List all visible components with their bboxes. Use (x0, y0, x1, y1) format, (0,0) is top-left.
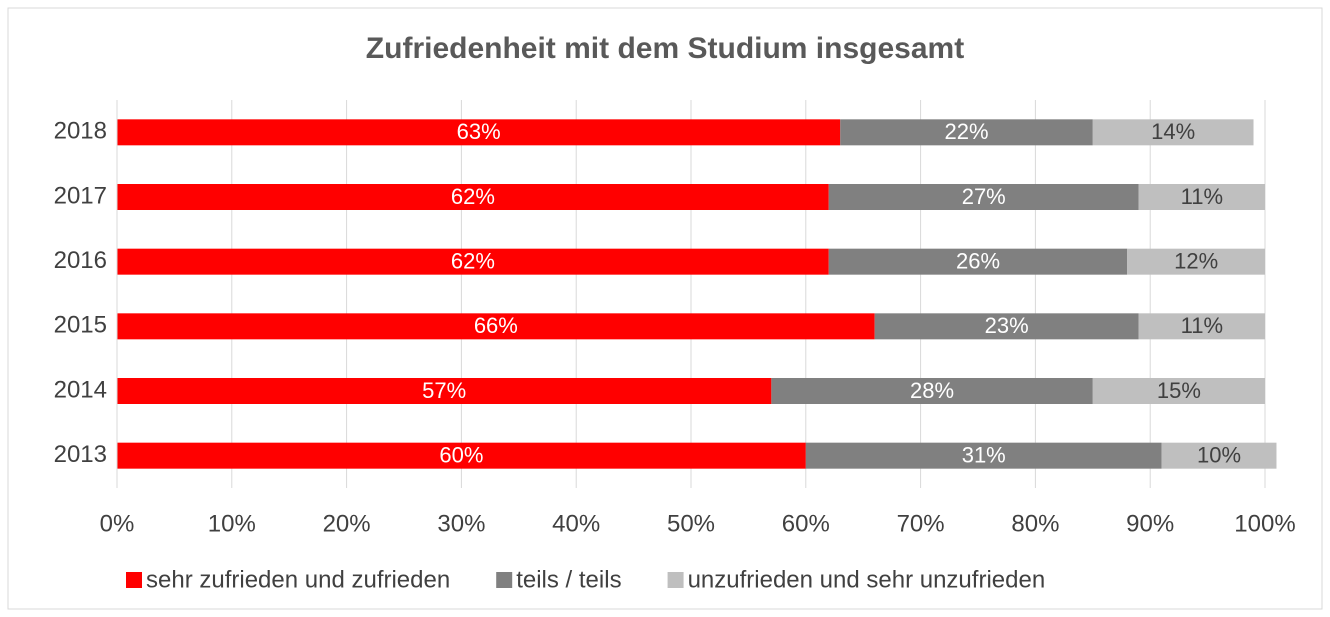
legend-swatch (496, 572, 513, 588)
bar-segment (840, 119, 1093, 146)
y-tick-label: 2015 (54, 312, 107, 339)
y-tick-label: 2016 (54, 247, 107, 274)
x-tick-label: 0% (100, 510, 135, 537)
data-label: 62% (451, 248, 495, 273)
bar-segment (117, 442, 806, 469)
bar-segment (771, 378, 1093, 404)
data-label: 12% (1174, 248, 1218, 273)
bar-segment (117, 119, 841, 146)
bar-segment (1138, 313, 1265, 340)
bar-segment (117, 248, 829, 275)
chart-title: Zufriedenheit mit dem Studium insgesamt (366, 32, 964, 65)
bar-segment (805, 442, 1162, 469)
x-tick-label: 90% (1126, 510, 1174, 537)
data-label: 27% (962, 184, 1006, 209)
x-tick-label: 30% (437, 510, 485, 537)
bar-segment (1092, 119, 1254, 146)
data-label: 22% (944, 119, 988, 144)
y-tick-label: 2014 (54, 376, 107, 403)
x-tick-label: 40% (552, 510, 600, 537)
bar-segment (117, 378, 772, 404)
legend-label: teils / teils (516, 566, 621, 593)
bar-segment (828, 248, 1128, 275)
data-label: 15% (1157, 378, 1201, 403)
data-label: 28% (910, 378, 954, 403)
data-label: 26% (956, 248, 1000, 273)
bar-segment (828, 184, 1139, 210)
data-label: 11% (1181, 184, 1223, 209)
data-label: 57% (422, 378, 466, 403)
data-label: 11% (1181, 313, 1223, 338)
data-label: 31% (962, 442, 1006, 467)
data-label: 62% (451, 184, 495, 209)
bar-segment (874, 313, 1139, 340)
y-tick-label: 2017 (54, 182, 107, 209)
bar-segment (117, 184, 829, 210)
legend-label: unzufrieden und sehr unzufrieden (688, 566, 1046, 593)
data-label: 23% (985, 313, 1029, 338)
data-label: 14% (1151, 119, 1195, 144)
y-tick-label: 2013 (54, 441, 107, 468)
x-tick-label: 80% (1011, 510, 1059, 537)
legend-label: sehr zufrieden und zufrieden (146, 566, 450, 593)
data-label: 63% (457, 119, 501, 144)
data-label: 10% (1197, 442, 1241, 467)
legend-swatch (126, 572, 142, 588)
x-tick-label: 100% (1234, 510, 1295, 537)
bar-segment (1127, 248, 1265, 275)
x-tick-label: 50% (667, 510, 715, 537)
data-label: 60% (439, 442, 483, 467)
legend-swatch (667, 572, 684, 588)
y-tick-label: 2018 (54, 118, 107, 145)
x-tick-label: 70% (897, 510, 945, 537)
x-tick-label: 60% (782, 510, 830, 537)
bar-segment (117, 313, 875, 340)
data-label: 66% (474, 313, 518, 338)
bar-segment (1092, 378, 1265, 404)
bar-segment (1138, 184, 1265, 210)
x-tick-label: 20% (323, 510, 371, 537)
x-tick-label: 10% (208, 510, 256, 537)
chart-border (7, 7, 1323, 610)
bar-segment (1161, 442, 1277, 469)
